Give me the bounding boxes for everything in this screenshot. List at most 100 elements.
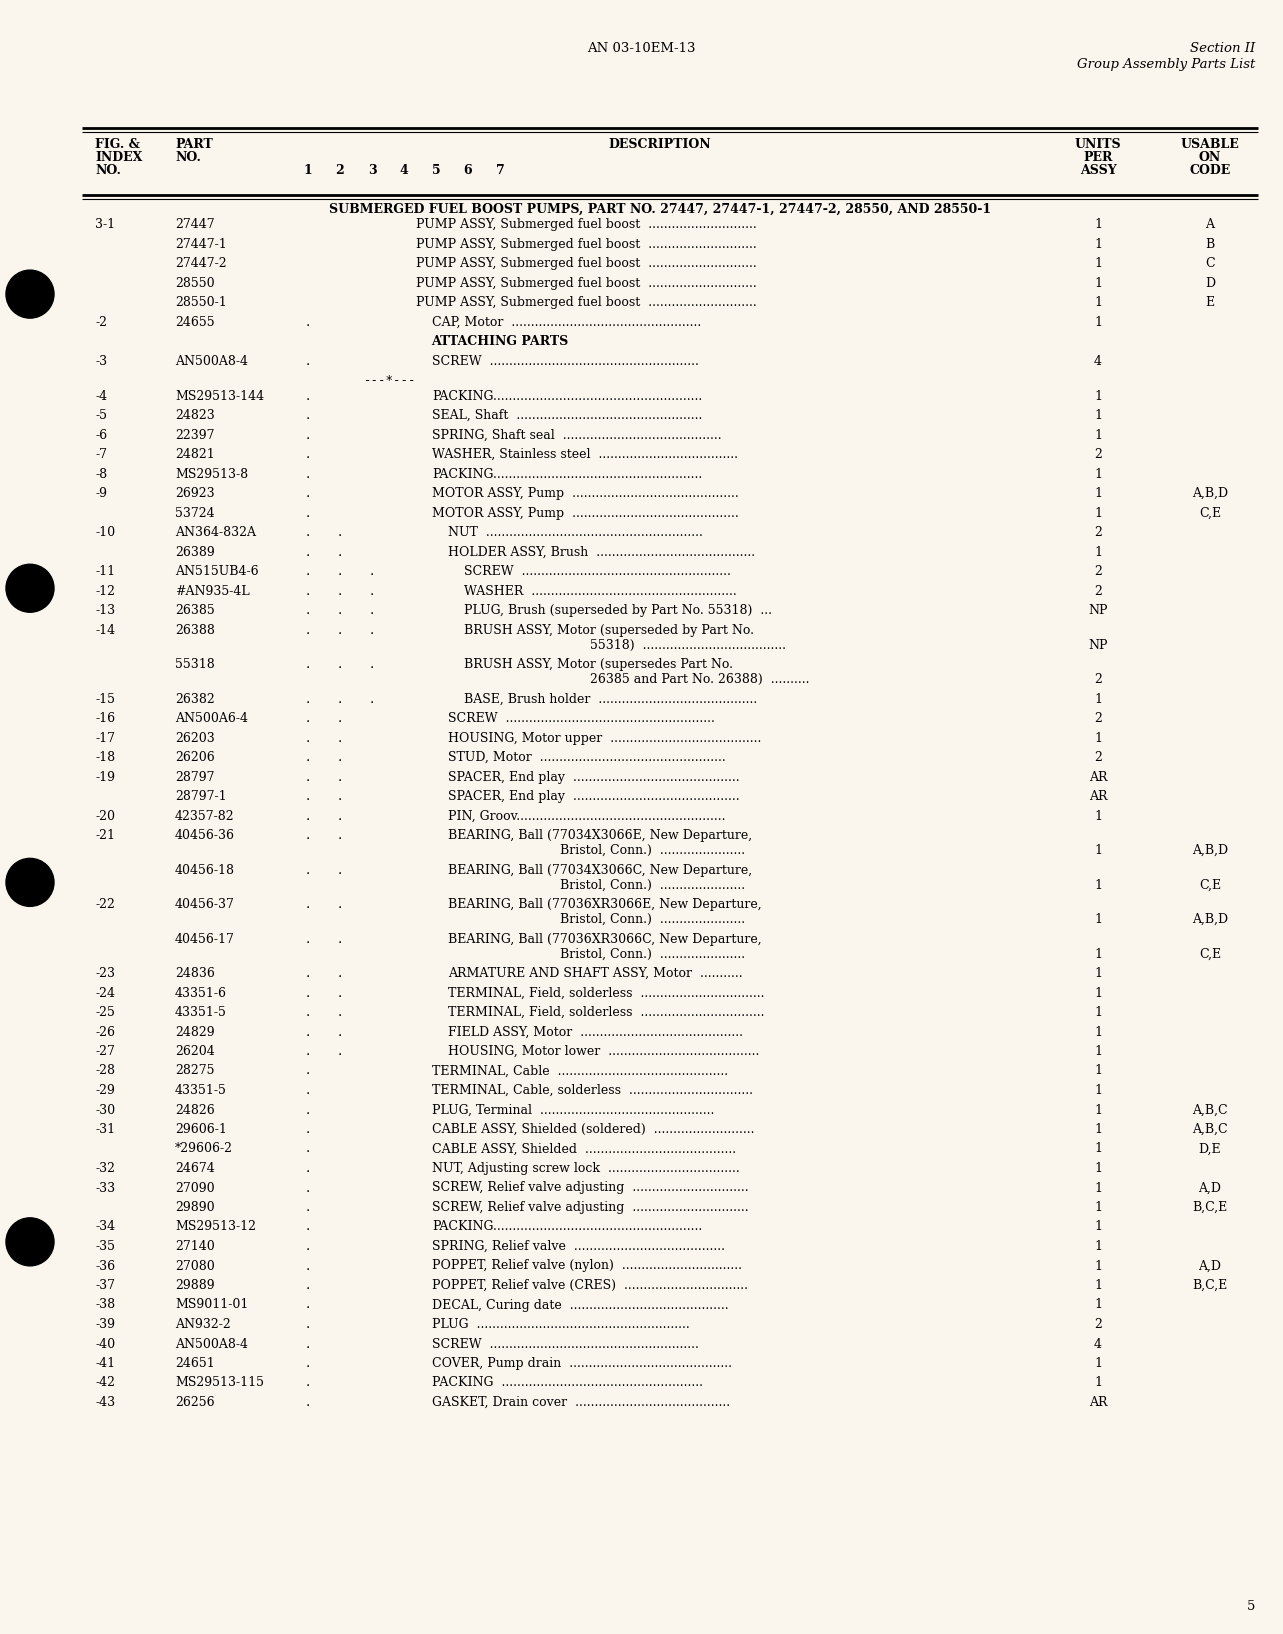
- Text: 28550: 28550: [174, 276, 214, 289]
- Text: .: .: [305, 1007, 310, 1020]
- Text: TERMINAL, Cable  ............................................: TERMINAL, Cable ........................…: [432, 1064, 729, 1077]
- Text: BASE, Brush holder  .........................................: BASE, Brush holder .....................…: [464, 693, 757, 706]
- Text: Bristol, Conn.)  ......................: Bristol, Conn.) ......................: [559, 845, 745, 856]
- Text: .: .: [305, 1338, 310, 1350]
- Text: .: .: [337, 526, 343, 539]
- Text: Bristol, Conn.)  ......................: Bristol, Conn.) ......................: [559, 948, 745, 961]
- Text: NUT  ........................................................: NUT ....................................…: [448, 526, 703, 539]
- Text: 2: 2: [1094, 526, 1102, 539]
- Text: STUD, Motor  ................................................: STUD, Motor ............................…: [448, 752, 726, 765]
- Text: 28550-1: 28550-1: [174, 296, 227, 309]
- Text: .: .: [305, 448, 310, 461]
- Text: 2: 2: [1094, 565, 1102, 578]
- Text: 1: 1: [1094, 487, 1102, 500]
- Text: -13: -13: [95, 605, 115, 618]
- Text: ARMATURE AND SHAFT ASSY, Motor  ...........: ARMATURE AND SHAFT ASSY, Motor .........…: [448, 967, 743, 980]
- Text: A,D: A,D: [1198, 1260, 1221, 1273]
- Text: 1: 1: [1094, 276, 1102, 289]
- Text: 1: 1: [1094, 1260, 1102, 1273]
- Text: BRUSH ASSY, Motor (supersedes Part No.: BRUSH ASSY, Motor (supersedes Part No.: [464, 659, 733, 672]
- Text: MS9011-01: MS9011-01: [174, 1299, 249, 1312]
- Text: AR: AR: [1089, 771, 1107, 783]
- Text: 27447-2: 27447-2: [174, 257, 227, 270]
- Text: .: .: [305, 693, 310, 706]
- Text: 1: 1: [1094, 428, 1102, 441]
- Text: .: .: [305, 1279, 310, 1292]
- Text: .: .: [337, 585, 343, 598]
- Text: MOTOR ASSY, Pump  ...........................................: MOTOR ASSY, Pump .......................…: [432, 487, 739, 500]
- Text: 1: 1: [1094, 1064, 1102, 1077]
- Text: COVER, Pump drain  ..........................................: COVER, Pump drain ......................…: [432, 1356, 733, 1369]
- Text: 5: 5: [431, 163, 440, 176]
- Text: .: .: [305, 389, 310, 402]
- Text: .: .: [305, 1299, 310, 1312]
- Text: .: .: [337, 624, 343, 637]
- Text: 2: 2: [1094, 712, 1102, 725]
- Text: 40456-18: 40456-18: [174, 863, 235, 876]
- Text: 1: 1: [1094, 1046, 1102, 1057]
- Text: 1: 1: [1094, 913, 1102, 926]
- Text: .: .: [305, 987, 310, 1000]
- Text: NP: NP: [1088, 605, 1107, 618]
- Text: .: .: [305, 1240, 310, 1253]
- Text: .: .: [337, 659, 343, 672]
- Text: AN500A8-4: AN500A8-4: [174, 355, 248, 368]
- Text: .: .: [305, 752, 310, 765]
- Text: 2: 2: [1094, 1319, 1102, 1332]
- Text: 27140: 27140: [174, 1240, 214, 1253]
- Text: .: .: [370, 565, 375, 578]
- Text: 1: 1: [1094, 1103, 1102, 1116]
- Text: 1: 1: [1094, 1279, 1102, 1292]
- Text: -16: -16: [95, 712, 115, 725]
- Text: 1: 1: [1094, 1007, 1102, 1020]
- Text: 1: 1: [1094, 879, 1102, 892]
- Text: .: .: [370, 659, 375, 672]
- Text: TERMINAL, Cable, solderless  ................................: TERMINAL, Cable, solderless ............…: [432, 1083, 753, 1096]
- Text: Bristol, Conn.)  ......................: Bristol, Conn.) ......................: [559, 879, 745, 892]
- Text: 1: 1: [1094, 296, 1102, 309]
- Text: -27: -27: [95, 1046, 115, 1057]
- Text: 24823: 24823: [174, 408, 214, 422]
- Text: .: .: [337, 967, 343, 980]
- Text: -26: -26: [95, 1026, 115, 1039]
- Text: D,E: D,E: [1198, 1142, 1221, 1155]
- Text: A,B,D: A,B,D: [1192, 845, 1228, 856]
- Text: -8: -8: [95, 467, 106, 480]
- Text: POPPET, Relief valve (nylon)  ...............................: POPPET, Relief valve (nylon) ...........…: [432, 1260, 742, 1273]
- Text: 43351-5: 43351-5: [174, 1007, 227, 1020]
- Text: -40: -40: [95, 1338, 115, 1350]
- Text: .: .: [305, 967, 310, 980]
- Text: .: .: [305, 1142, 310, 1155]
- Text: 6: 6: [463, 163, 472, 176]
- Text: A,D: A,D: [1198, 1181, 1221, 1194]
- Text: AR: AR: [1089, 789, 1107, 802]
- Text: .: .: [305, 1356, 310, 1369]
- Text: -2: -2: [95, 315, 106, 328]
- Text: BEARING, Ball (77034X3066C, New Departure,: BEARING, Ball (77034X3066C, New Departur…: [448, 863, 752, 876]
- Text: A,B,C: A,B,C: [1192, 1123, 1228, 1136]
- Text: .: .: [370, 605, 375, 618]
- Text: -34: -34: [95, 1221, 115, 1234]
- Text: 29890: 29890: [174, 1201, 214, 1214]
- Text: -33: -33: [95, 1181, 115, 1194]
- Circle shape: [6, 1217, 54, 1266]
- Text: .: .: [305, 624, 310, 637]
- Text: .: .: [305, 933, 310, 946]
- Text: 26385: 26385: [174, 605, 214, 618]
- Text: 1: 1: [1094, 217, 1102, 230]
- Text: BRUSH ASSY, Motor (superseded by Part No.: BRUSH ASSY, Motor (superseded by Part No…: [464, 624, 754, 637]
- Text: C,E: C,E: [1198, 948, 1221, 961]
- Text: HOLDER ASSY, Brush  .........................................: HOLDER ASSY, Brush .....................…: [448, 546, 756, 559]
- Text: 1: 1: [1094, 809, 1102, 822]
- Text: 2: 2: [1094, 752, 1102, 765]
- Text: .: .: [337, 809, 343, 822]
- Text: PACKING......................................................: PACKING.................................…: [432, 467, 702, 480]
- Text: #AN935-4L: #AN935-4L: [174, 585, 250, 598]
- Text: .: .: [337, 789, 343, 802]
- Text: -23: -23: [95, 967, 115, 980]
- Text: -41: -41: [95, 1356, 115, 1369]
- Text: -5: -5: [95, 408, 106, 422]
- Text: 4: 4: [399, 163, 408, 176]
- Text: A: A: [1206, 217, 1215, 230]
- Text: E: E: [1206, 296, 1215, 309]
